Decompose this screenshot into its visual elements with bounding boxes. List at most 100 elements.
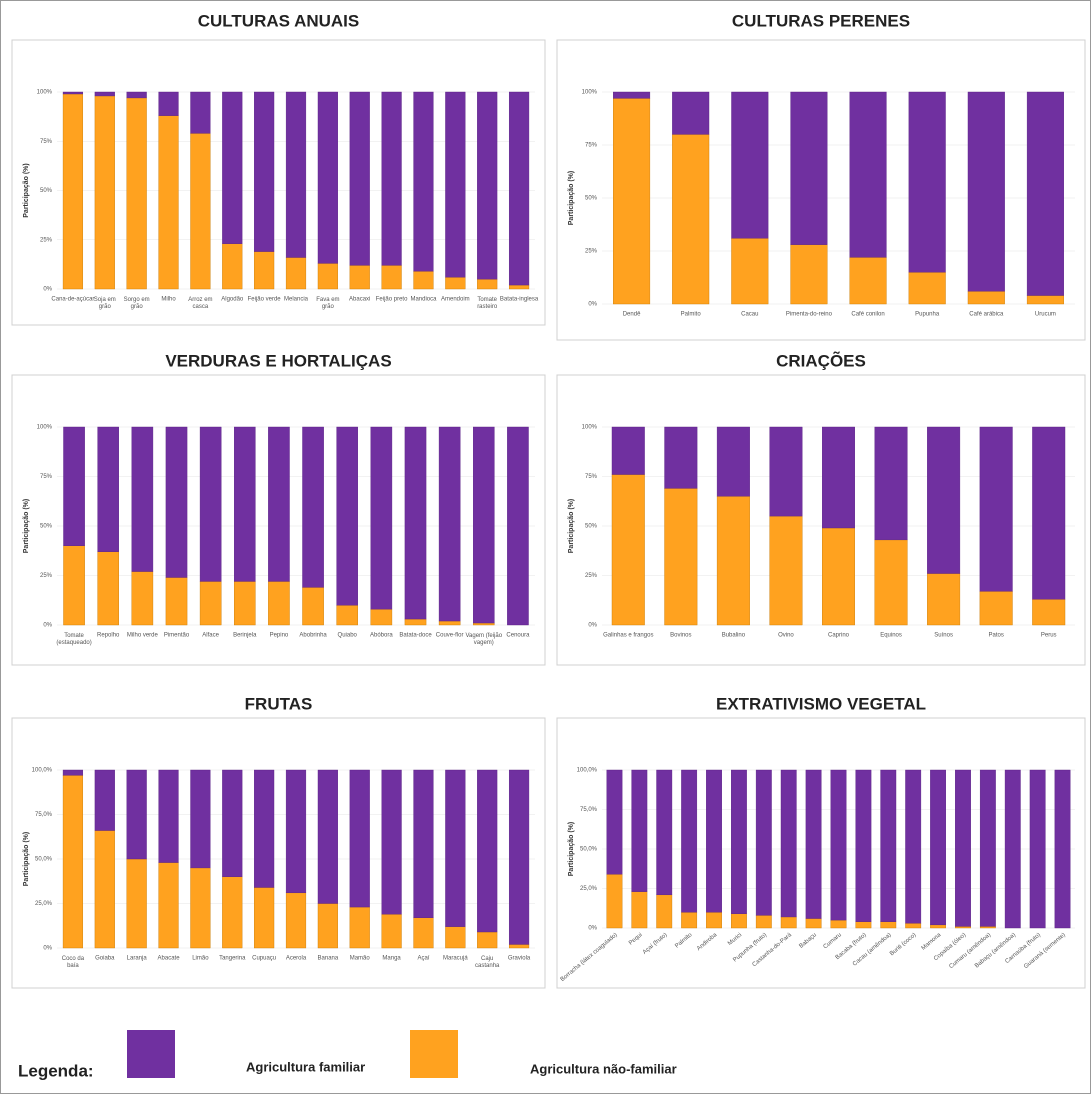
bar-segment	[473, 622, 495, 626]
bar-segment	[681, 912, 698, 929]
x-tick-label: Cenoura	[506, 633, 530, 639]
x-tick-label: Açaí	[417, 956, 429, 962]
bar-segment	[62, 769, 84, 776]
bar-segment	[631, 891, 648, 929]
x-tick-label: Tomate rasteiro	[477, 297, 498, 310]
x-tick-label: Manga	[382, 956, 401, 962]
bar-segment	[94, 95, 115, 290]
y-tick-label: 0%	[588, 623, 597, 629]
bar-segment	[880, 769, 897, 922]
y-tick-label: 100%	[37, 90, 53, 96]
legend-entry: Agricultura não-familiar	[530, 1061, 677, 1076]
bar-segment	[317, 91, 338, 264]
x-tick-label: Laranja	[127, 956, 148, 962]
bar-segment	[606, 769, 623, 875]
bar-segment	[254, 887, 275, 949]
bar-segment	[302, 426, 324, 588]
bar-segment	[413, 769, 434, 918]
y-tick-label: 50,0%	[35, 857, 53, 863]
bar-segment	[613, 98, 651, 305]
x-tick-label: Tangerina	[219, 956, 246, 962]
y-tick-label: 100%	[582, 90, 598, 96]
bar-segment	[302, 587, 324, 626]
x-tick-label: Patos	[988, 633, 1003, 639]
x-tick-label: Alface	[202, 633, 219, 639]
bar-segment	[349, 265, 370, 290]
bar-segment	[477, 769, 498, 933]
bar-segment	[606, 874, 623, 929]
bar-segment	[222, 876, 243, 949]
bar-segment	[927, 426, 961, 574]
bar-segment	[855, 769, 872, 922]
bar-segment	[1029, 769, 1046, 929]
bar-segment	[731, 769, 747, 914]
bar-segment	[681, 769, 698, 913]
chart: CRIAÇÕES Participação (%) 0% 25% 50% 75% 100% G…	[556, 350, 1086, 666]
x-tick-label: Urucum	[1035, 312, 1056, 318]
y-tick-label: 75%	[40, 139, 53, 145]
bar-segment	[317, 903, 338, 949]
bar-segment	[234, 426, 256, 582]
bar-segment	[755, 769, 772, 916]
bar-segment	[979, 926, 996, 929]
bar-segment	[1032, 426, 1066, 600]
bar-segment	[126, 858, 147, 949]
x-tick-label: Galinhas e frangos	[603, 633, 653, 639]
bar-segment	[830, 769, 847, 921]
bar-segment	[158, 115, 179, 290]
bar-segment	[404, 426, 427, 620]
bar-segment	[908, 272, 946, 305]
bar-segment	[979, 426, 1013, 592]
bar-segment	[672, 91, 710, 135]
x-tick-label: Café conilon	[851, 312, 884, 318]
x-tick-label: Tomate (estaqueado)	[56, 633, 91, 646]
x-tick-label: Caprino	[828, 633, 850, 639]
bar-segment	[62, 93, 84, 290]
bar-segment	[165, 426, 188, 578]
x-tick-label: Goiaba	[95, 956, 115, 962]
bar-segment	[254, 251, 275, 290]
y-tick-label: 100,0%	[577, 768, 598, 774]
bar-segment	[413, 91, 434, 272]
bar-segment	[336, 605, 358, 626]
bar-segment	[955, 769, 971, 927]
bar-segment	[63, 545, 85, 626]
x-tick-label: Abobrinha	[299, 633, 327, 639]
x-tick-label: Dendê	[623, 312, 641, 318]
x-tick-label: Batata-doce	[399, 633, 432, 639]
y-tick-label: 25,0%	[35, 901, 53, 907]
y-tick-label: 75%	[585, 143, 598, 149]
bar-segment	[930, 924, 946, 929]
x-tick-label: Couve-flor	[436, 633, 464, 639]
x-tick-label: Pimentão	[164, 633, 190, 639]
bar-segment	[126, 91, 147, 99]
x-tick-label: Graviola	[508, 956, 531, 962]
x-tick-label: Algodão	[221, 297, 244, 303]
chart-title: FRUTAS	[245, 694, 313, 713]
y-tick-label: 0%	[43, 946, 52, 952]
x-tick-label: Cacau	[741, 312, 758, 318]
x-tick-label: Limão	[192, 956, 209, 962]
bar-segment	[158, 91, 179, 116]
y-tick-label: 0%	[43, 287, 52, 293]
y-tick-label: 50,0%	[580, 847, 598, 853]
bar-segment	[158, 862, 179, 949]
bar-segment	[780, 916, 797, 929]
bar-segment	[222, 243, 243, 290]
x-tick-label: Abacate	[158, 956, 181, 962]
bar-segment	[790, 244, 828, 305]
x-tick-label: Caju castanha	[475, 956, 500, 969]
bar-segment	[404, 618, 427, 626]
x-tick-label: Mamão	[350, 956, 371, 962]
bar-segment	[613, 91, 651, 99]
bar-segment	[880, 921, 897, 929]
bar-segment	[1026, 295, 1064, 305]
bar-segment	[222, 769, 243, 878]
bar-segment	[656, 894, 673, 929]
bar-segment	[631, 769, 648, 892]
bar-segment	[780, 769, 797, 918]
bar-segment	[199, 426, 222, 582]
bar-segment	[731, 91, 769, 239]
y-tick-label: 75%	[585, 474, 598, 480]
bar-segment	[477, 91, 498, 280]
